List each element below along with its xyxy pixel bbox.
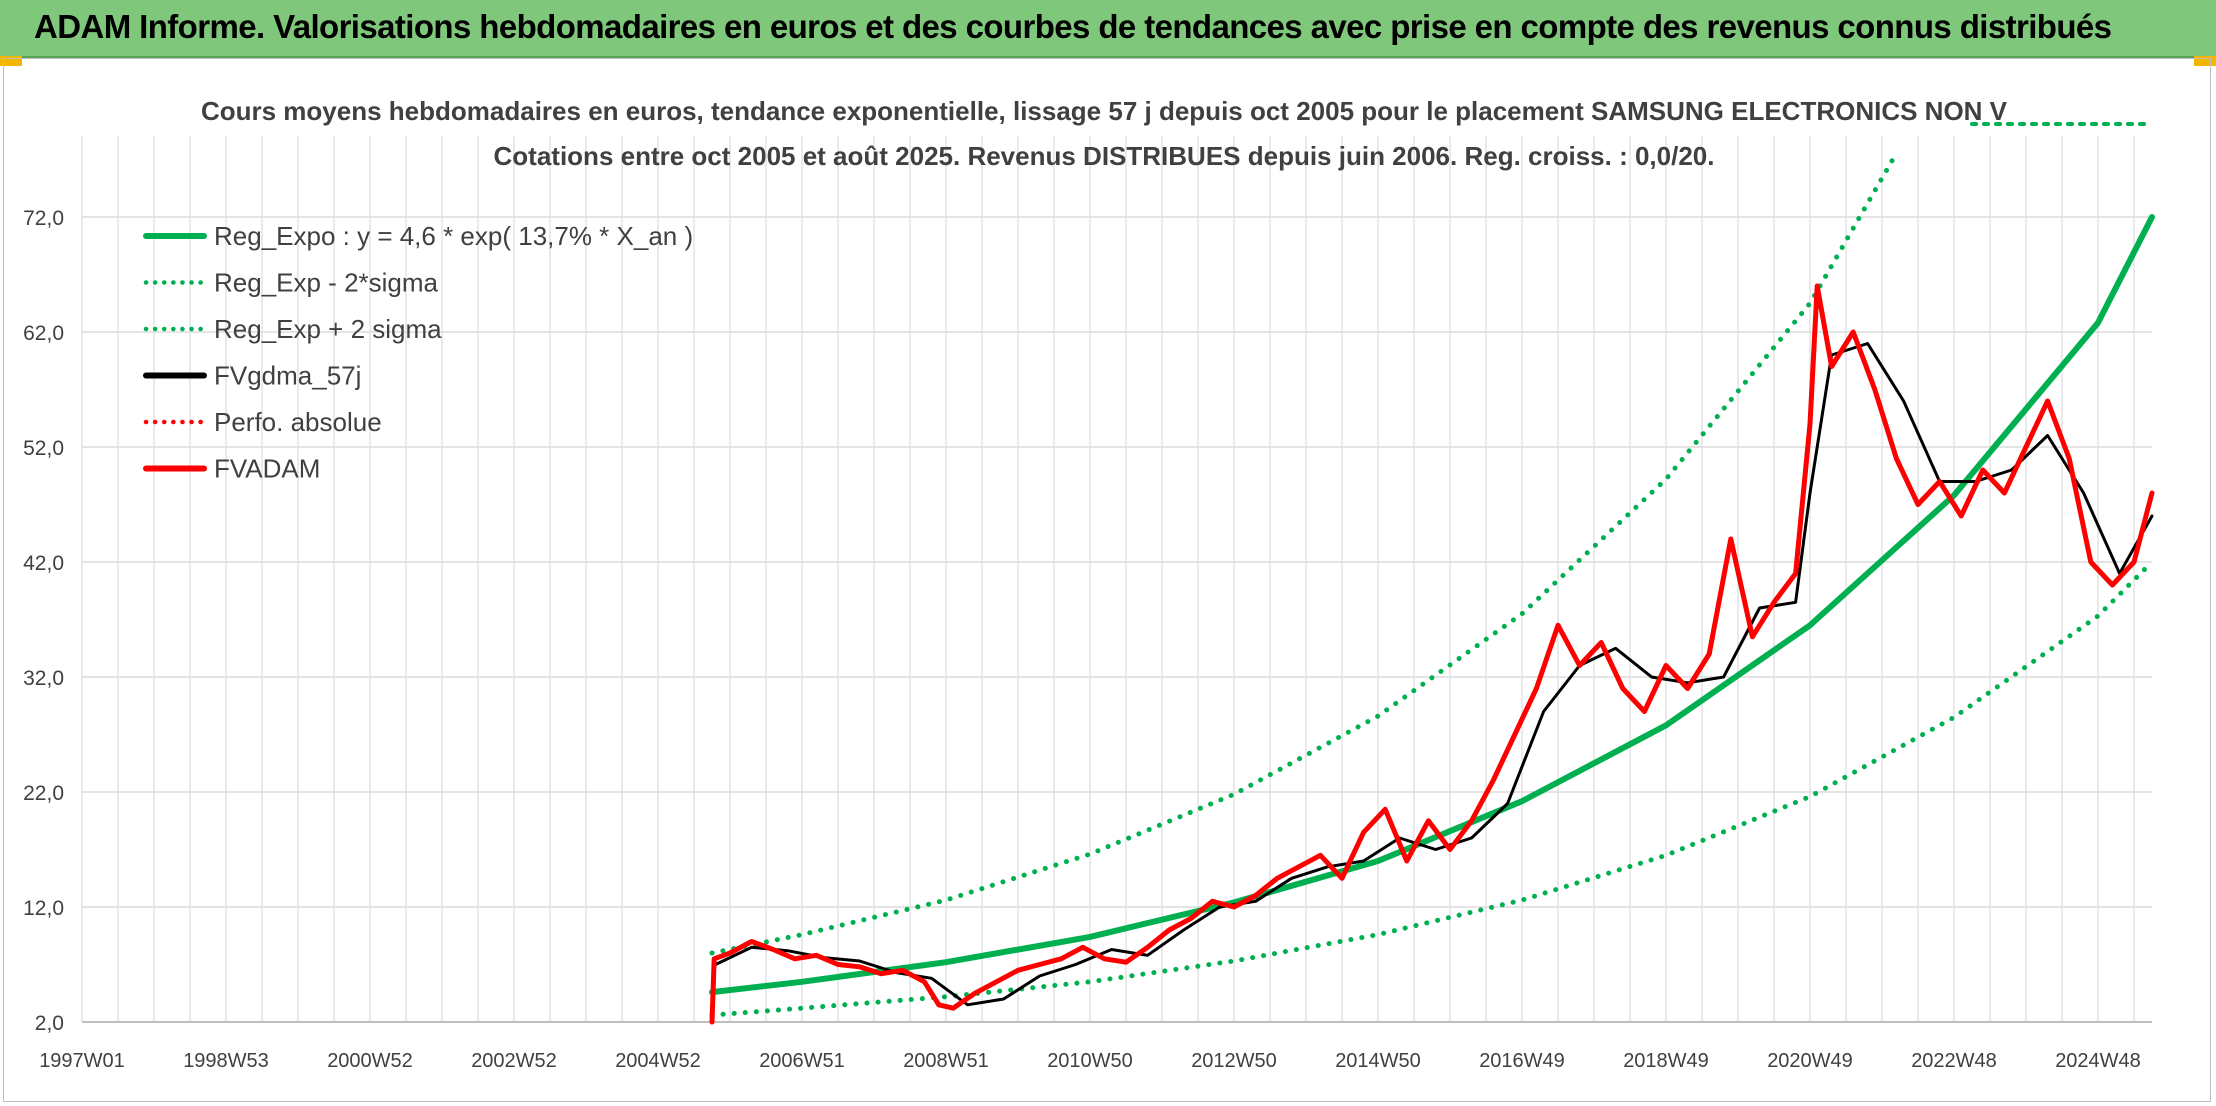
x-tick-label: 2008W51 xyxy=(903,1050,989,1072)
y-tick-label: 2,0 xyxy=(35,1012,64,1035)
chart-subtitle: Cotations entre oct 2005 et août 2025. R… xyxy=(494,141,1715,171)
chart-grid xyxy=(81,136,2152,1023)
x-tick-label: 2002W52 xyxy=(471,1050,557,1072)
y-tick-label: 42,0 xyxy=(23,552,64,575)
series-line-reg-exp-dotted-1 xyxy=(709,559,2155,1018)
legend-label-0: Reg_Expo : y = 4,6 * exp( 13,7% * X_an ) xyxy=(214,221,693,251)
chart-legend: Reg_Expo : y = 4,6 * exp( 13,7% * X_an )… xyxy=(143,221,693,484)
report-banner: ADAM Informe. Valorisations hebdomadaire… xyxy=(0,0,2216,58)
y-tick-label: 62,0 xyxy=(23,322,64,345)
legend-label-2: Reg_Exp + 2 sigma xyxy=(214,314,442,344)
x-axis-ticks: 1997W01 1998W53 2000W52 2002W52 2004W52 2006W… xyxy=(39,1050,2141,1072)
series-line-reg-expo xyxy=(709,214,2155,996)
x-tick-label: 2024W48 xyxy=(2055,1050,2141,1072)
corner-mark-left xyxy=(0,56,22,66)
chart-series xyxy=(709,157,2155,1025)
x-tick-label: 1998W53 xyxy=(183,1050,269,1072)
series-line-reg-exp-dotted-2 xyxy=(709,157,1896,956)
y-tick-label: 22,0 xyxy=(23,782,64,805)
x-tick-label: 2014W50 xyxy=(1335,1050,1421,1072)
y-tick-label: 52,0 xyxy=(23,437,64,460)
x-tick-label: 2020W49 xyxy=(1767,1050,1853,1072)
y-tick-label: 12,0 xyxy=(23,897,64,920)
y-tick-label: 32,0 xyxy=(23,667,64,690)
x-tick-label: 2006W51 xyxy=(759,1050,845,1072)
series-line-fvgdma-57j xyxy=(714,342,2154,1007)
legend-label-5: FVADAM xyxy=(214,454,320,484)
y-axis-ticks: 2,0 12,0 22,0 32,0 42,0 52,0 62,0 72,0 xyxy=(23,207,64,1035)
series-line-fvadam xyxy=(709,283,2155,1025)
corner-mark-right xyxy=(2194,56,2216,66)
x-tick-label: 2018W49 xyxy=(1623,1050,1709,1072)
x-tick-label: 2016W49 xyxy=(1479,1050,1565,1072)
x-tick-label: 2012W50 xyxy=(1191,1050,1277,1072)
x-tick-label: 2010W50 xyxy=(1047,1050,1133,1072)
x-tick-label: 2022W48 xyxy=(1911,1050,1997,1072)
legend-label-4: Perfo. absolue xyxy=(214,407,382,437)
chart-frame xyxy=(3,58,2211,1102)
legend-label-3: FVgdma_57j xyxy=(214,361,361,391)
legend-label-1: Reg_Exp - 2*sigma xyxy=(214,268,439,298)
x-tick-label: 1997W01 xyxy=(39,1050,125,1072)
x-tick-label: 2004W52 xyxy=(615,1050,701,1072)
chart-title: Cours moyens hebdomadaires en euros, ten… xyxy=(201,96,2008,126)
x-tick-label: 2000W52 xyxy=(327,1050,413,1072)
y-tick-label: 72,0 xyxy=(23,207,64,230)
report-title: ADAM Informe. Valorisations hebdomadaire… xyxy=(34,8,2112,45)
